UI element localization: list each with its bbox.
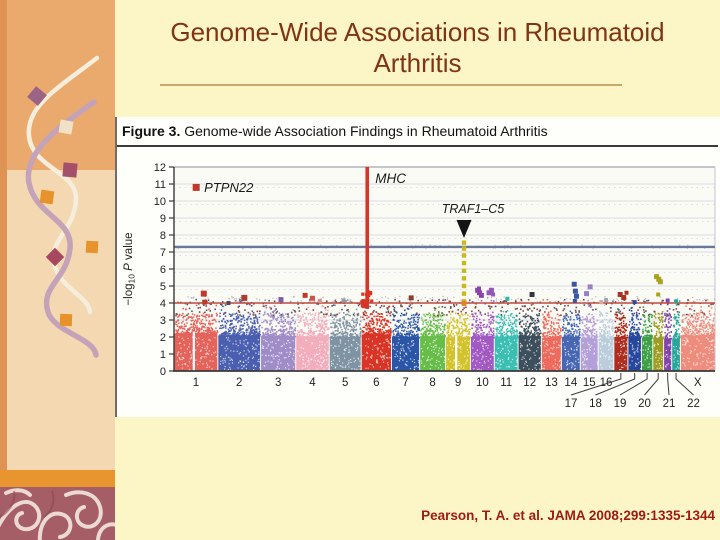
notable-signals (200, 274, 679, 306)
y-axis-title: −log10 P value (123, 232, 137, 305)
swirl-pattern-ornament (0, 487, 115, 540)
title-rule (160, 84, 622, 86)
dna-helix-decoration-icon (25, 55, 100, 358)
sidebar-edge-strip (0, 0, 7, 470)
threshold-lines (174, 245, 715, 304)
sidebar-top-panel (0, 0, 115, 170)
annotations: PTPN22 MHC TRAF1–C5 (192, 171, 505, 238)
caption-rule (117, 145, 718, 147)
sidebar (0, 0, 115, 540)
traf1-c5-peak (461, 240, 467, 304)
traf1-c5-arrow-icon (456, 220, 472, 238)
figure-caption: Figure 3. Genome-wide Association Findin… (122, 123, 548, 139)
chromosome-point-masses (174, 298, 716, 371)
figure-caption-prefix: Figure 3. (122, 123, 181, 139)
figure-caption-text: Genome-wide Association Findings in Rheu… (180, 123, 548, 139)
citation-text: Pearson, T. A. et al. JAMA 2008;299:1335… (421, 508, 715, 523)
slide-title-line1: Genome-Wide Associations in Rheumatoid (170, 17, 665, 47)
slide-title: Genome-Wide Associations in Rheumatoid A… (125, 17, 710, 78)
mhc-peak (360, 167, 374, 309)
figure-panel: Figure 3. Genome-wide Association Findin… (115, 117, 720, 417)
sidebar-divider-bar (0, 470, 115, 487)
traf1-c5-label: TRAF1–C5 (442, 202, 505, 216)
slide-title-line2: Arthritis (373, 47, 462, 78)
ptpn22-label: PTPN22 (204, 180, 254, 195)
mhc-label: MHC (375, 171, 406, 186)
